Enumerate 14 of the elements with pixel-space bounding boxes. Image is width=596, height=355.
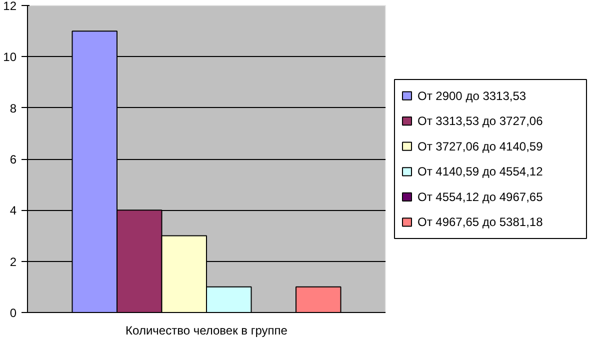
legend-label: От 3313,53 до 3727,06	[418, 114, 544, 128]
legend-label: От 4967,65 до 5381,18	[418, 215, 544, 230]
y-tick-label: 4	[10, 204, 17, 218]
legend-label: От 2900 до 3313,53	[418, 88, 526, 103]
legend-label: От 3727,06 до 4140,59	[418, 139, 544, 154]
y-tick-label: 2	[10, 254, 17, 269]
y-tick-label: 6	[10, 152, 17, 166]
legend-label: От 4554,12 до 4967,65	[418, 190, 544, 204]
y-tick-label: 0	[10, 306, 17, 320]
y-tick-label: 10	[3, 50, 17, 64]
x-tick-label: Количество человек в группе	[126, 324, 288, 338]
y-tick-label: 12	[3, 0, 17, 13]
legend-label: От 4140,59 до 4554,12	[418, 164, 544, 179]
y-tick-label: 8	[10, 101, 17, 116]
